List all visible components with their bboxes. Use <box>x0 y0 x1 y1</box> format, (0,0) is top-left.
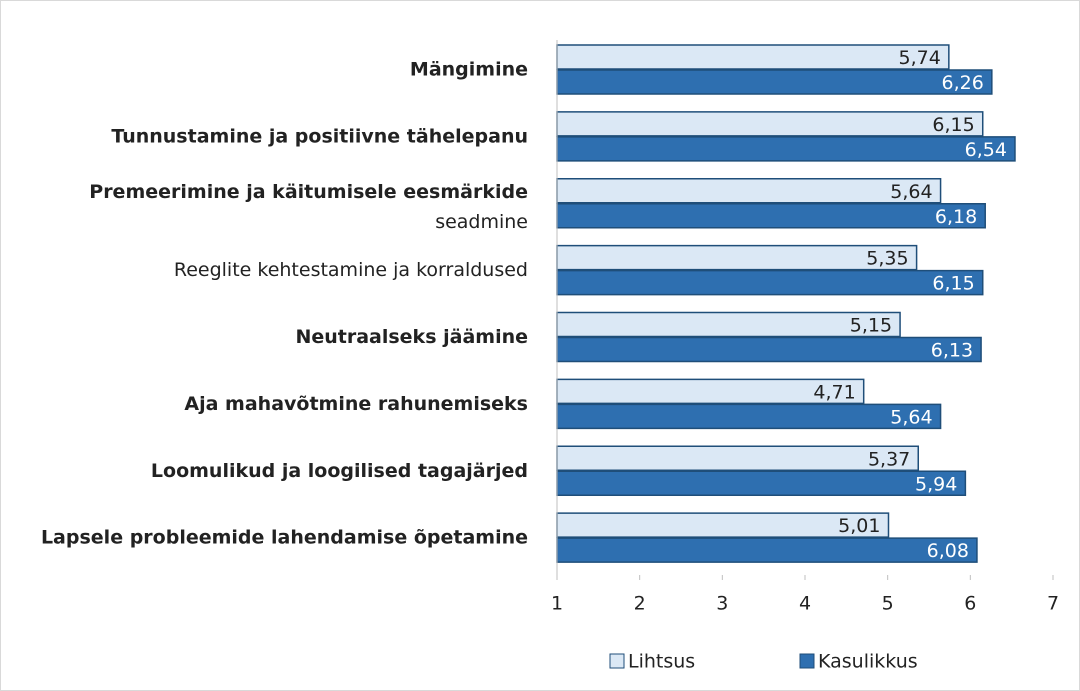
legend-label: Kasulikkus <box>818 651 918 673</box>
value-label: 6,15 <box>932 114 974 136</box>
category-label: Premeerimine ja käitumisele eesmärkide se… <box>89 180 528 232</box>
bar <box>556 378 865 405</box>
value-label: 4,71 <box>813 381 855 403</box>
bar <box>556 470 967 496</box>
value-label: 5,37 <box>868 448 910 470</box>
value-label: 5,64 <box>890 181 932 203</box>
category-label: Loomulikud ja loogilised tagajärjed <box>151 460 528 482</box>
legend-swatch <box>799 653 815 669</box>
category-label: Aja mahavõtmine rahunemiseks <box>184 393 528 415</box>
bar <box>556 44 950 70</box>
bar <box>556 203 986 229</box>
category-label-line: Premeerimine ja käitumisele eesmärkide <box>89 180 528 202</box>
value-label: 5,94 <box>915 473 957 495</box>
value-label: 6,08 <box>927 540 969 562</box>
x-tick-label: 6 <box>964 593 976 615</box>
bar <box>556 336 982 363</box>
bar <box>556 512 890 538</box>
bar <box>556 136 1016 162</box>
x-tick-label: 5 <box>882 593 894 615</box>
category-label: Reeglite kehtestamine ja korraldused <box>174 259 528 281</box>
legend-label: Lihtsus <box>628 651 695 673</box>
legend-swatch <box>609 653 625 669</box>
value-label: 5,15 <box>850 315 892 337</box>
value-label: 5,64 <box>890 406 932 428</box>
x-tick-label: 7 <box>1047 593 1059 615</box>
x-tick-label: 4 <box>799 593 811 615</box>
value-label: 6,54 <box>965 139 1007 161</box>
category-label: Neutraalseks jäämine <box>295 326 528 348</box>
value-label: 5,35 <box>866 248 908 270</box>
bar <box>556 403 942 430</box>
value-label: 6,26 <box>942 72 984 94</box>
x-tick-label: 1 <box>551 593 563 615</box>
bar <box>556 269 984 296</box>
bar <box>556 178 942 204</box>
bar <box>556 537 978 563</box>
bar <box>556 111 984 137</box>
category-label: Tunnustamine ja positiivne tähelepanu <box>111 125 528 147</box>
category-label: Lapsele probleemide lahendamise õpetamin… <box>41 527 528 549</box>
bar <box>556 311 901 338</box>
value-label: 6,13 <box>931 340 973 362</box>
category-label: Mängimine <box>410 59 528 81</box>
bar <box>556 445 920 471</box>
x-tick-label: 2 <box>634 593 646 615</box>
category-label-line: seadmine <box>435 210 528 232</box>
bar <box>556 244 918 271</box>
x-tick-label: 3 <box>716 593 728 615</box>
bar <box>556 69 993 95</box>
value-label: 6,18 <box>935 206 977 228</box>
value-label: 5,01 <box>838 515 880 537</box>
value-label: 5,74 <box>899 47 941 69</box>
value-label: 6,15 <box>932 273 974 295</box>
